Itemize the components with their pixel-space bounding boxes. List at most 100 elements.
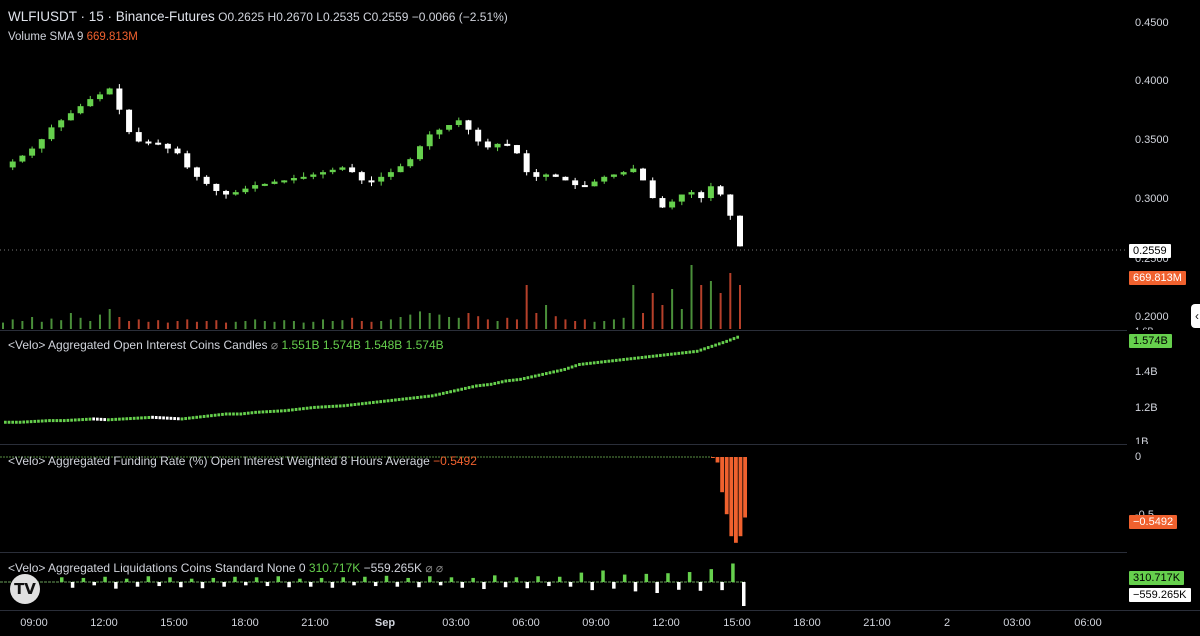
volume-bar (98, 314, 101, 329)
oi-candle (305, 406, 309, 410)
candle-body (281, 180, 288, 183)
volume-bar (254, 319, 257, 329)
pane-divider[interactable] (0, 552, 1200, 553)
oi-candle (158, 416, 162, 420)
liquidation-long-bar (81, 577, 86, 582)
volume-bar (283, 320, 286, 329)
volume-bar (428, 313, 431, 329)
oi-candle (585, 362, 589, 366)
candle-body (329, 169, 336, 173)
oi-candle (261, 410, 265, 414)
liquidation-long-bar (363, 576, 367, 582)
liquidations-chart[interactable] (0, 553, 1127, 610)
open-interest-pane[interactable]: <Velo> Aggregated Open Interest Coins Ca… (0, 331, 1127, 444)
oi-candle (210, 414, 213, 418)
tradingview-logo[interactable]: TV (10, 574, 40, 604)
liquidations-settings-icon[interactable]: ⌀ ⌀ (425, 561, 444, 575)
oi-candle (96, 417, 99, 421)
candle-body (465, 120, 472, 130)
oi-candle (383, 399, 386, 403)
pane-divider[interactable] (0, 444, 1200, 445)
oi-candle (578, 363, 581, 366)
candle-body (174, 148, 181, 154)
price-tick: 0.4000 (1135, 75, 1169, 87)
price-axis[interactable]: 0.4500 0.4000 0.3500 0.3000 0.2500 0.200… (1127, 0, 1200, 610)
pane-divider[interactable] (0, 330, 1200, 331)
liquidation-short-bar (70, 582, 75, 588)
candle-body (504, 143, 511, 146)
candle-body (484, 141, 491, 148)
oi-candle (162, 416, 165, 420)
oi-settings-icon[interactable]: ⌀ (270, 338, 279, 352)
oi-candle (445, 391, 449, 395)
oi-candle (430, 394, 434, 398)
liquidation-long-bar (666, 573, 670, 582)
volume-bar (574, 321, 577, 329)
oi-candle (360, 402, 364, 406)
candle-body (640, 168, 647, 181)
candle-body (669, 201, 676, 208)
price-chart[interactable] (0, 0, 1127, 330)
oi-candle (125, 417, 129, 421)
oi-candle (703, 347, 706, 351)
collapse-panel-button[interactable]: ‹ (1191, 304, 1200, 328)
volume-bar (302, 322, 305, 329)
liquidation-short-bar (373, 582, 378, 587)
liquidations-pane[interactable]: <Velo> Aggregated Liquidations Coins Sta… (0, 553, 1127, 610)
volume-bar (622, 317, 625, 329)
liquidation-short-bar (287, 582, 291, 588)
oi-candle (232, 412, 235, 416)
volume-bar (690, 265, 693, 329)
liquidation-long-bar (211, 577, 216, 582)
funding-rate-pane[interactable]: <Velo> Aggregated Funding Rate (%) Open … (0, 445, 1127, 552)
volume-legend[interactable]: Volume SMA 9 669.813M (8, 31, 138, 43)
price-tick: 0.4500 (1135, 17, 1169, 29)
oi-candle (357, 402, 360, 406)
liquidation-short-bar (547, 582, 551, 587)
oi-candle (114, 417, 118, 421)
oi-legend[interactable]: <Velo> Aggregated Open Interest Coins Ca… (8, 338, 444, 352)
oi-candle (121, 417, 125, 421)
funding-legend[interactable]: <Velo> Aggregated Funding Rate (%) Open … (8, 454, 477, 468)
oi-candle (250, 411, 254, 415)
oi-candle (316, 405, 320, 409)
candle-body (552, 174, 559, 177)
funding-bar (734, 457, 738, 543)
funding-rate-chart[interactable] (0, 445, 1127, 552)
oi-tick: 1.4B (1135, 366, 1158, 378)
oi-candle (596, 360, 600, 364)
volume-bar (312, 321, 315, 329)
oi-candle (88, 417, 92, 421)
volume-bar (709, 281, 712, 329)
time-axis[interactable]: 09:00 12:00 15:00 18:00 21:00 Sep 03:00 06:00 09… (0, 611, 1127, 636)
oi-candle (706, 346, 710, 350)
oi-candle (151, 415, 154, 419)
candle-body (688, 192, 695, 195)
candle-body (29, 148, 36, 156)
candle-body (223, 190, 230, 195)
funding-tick: 0 (1135, 451, 1142, 463)
candle-body (717, 186, 724, 195)
oi-candle (77, 418, 81, 422)
liquidation-short-bar (417, 582, 421, 588)
liquidation-short-bar (742, 582, 746, 606)
oi-candle (592, 361, 596, 365)
oi-candle (692, 350, 695, 354)
volume-bar (341, 320, 344, 329)
volume-bar (564, 319, 567, 329)
time-tick-label: 21:00 (863, 617, 891, 629)
symbol-title[interactable]: WLFIUSDT · 15 · Binance-Futures (8, 9, 215, 24)
volume-bar (593, 321, 596, 329)
candle-body (358, 172, 365, 181)
price-pane[interactable]: WLFIUSDT · 15 · Binance-Futures O0.2625 … (0, 0, 1127, 330)
oi-candle (379, 400, 383, 404)
open-interest-chart[interactable] (0, 331, 1127, 444)
liquidations-legend[interactable]: <Velo> Aggregated Liquidations Coins Sta… (8, 561, 443, 575)
oi-candle (280, 409, 283, 413)
liquidation-short-bar (265, 582, 270, 587)
funding-bar (720, 457, 724, 493)
oi-candle (283, 409, 287, 413)
volume-bar (273, 321, 276, 329)
volume-value: 669.813M (86, 31, 138, 43)
liquidation-long-bar (146, 576, 151, 582)
